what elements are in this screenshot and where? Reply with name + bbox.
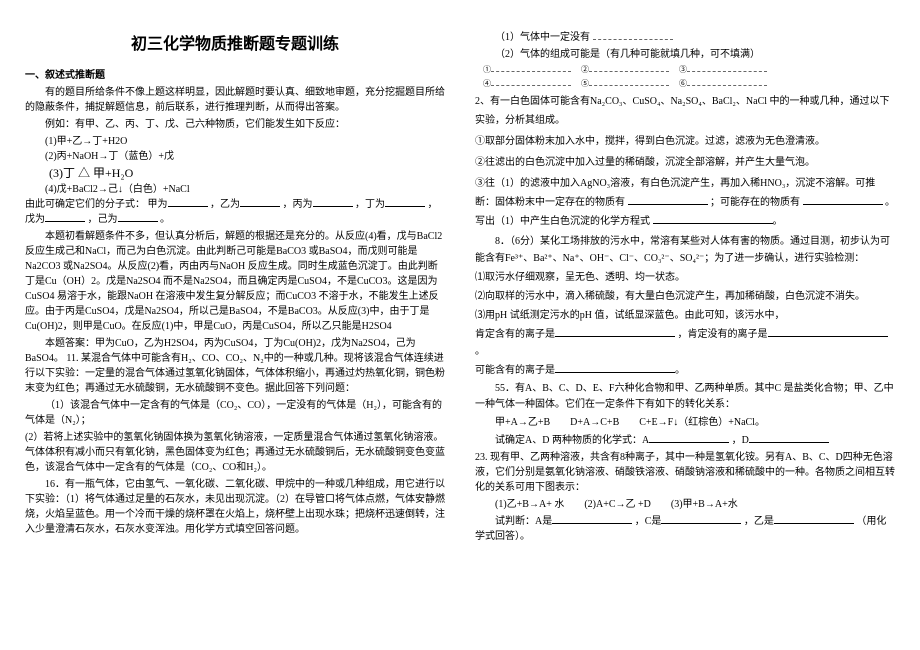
r1-label: （1）气体中一定没有 <box>495 32 590 43</box>
analysis-paragraph: 本题初看解题条件不多，但认真分析后，解题的根据还是充分的。从反应(4)看，戊与B… <box>25 229 445 334</box>
db5 <box>589 79 669 86</box>
q8-step-3: ⑶用pH 试纸测定污水的pH 值，试纸显深蓝色。由此可知，该污水中， <box>475 307 895 324</box>
blank-D <box>749 433 829 443</box>
ji-label: ，己为 <box>88 214 118 225</box>
blank-23C <box>661 514 741 524</box>
blank-bing <box>313 197 353 207</box>
q8-maybe-label: 可能含有的离子是 <box>475 365 555 376</box>
blank-ji <box>118 212 158 222</box>
blank-maybe <box>555 363 675 373</box>
q55-ask: 试确定A、D 两种物质的化学式：A ，D <box>475 433 895 448</box>
period: 。 <box>160 214 170 225</box>
reaction-1: (1)甲+乙→丁+H2O <box>25 134 445 149</box>
q55-reactions: 甲+A→乙+B D+A→C+B C+E→F↓（红棕色）+NaCl。 <box>475 415 895 431</box>
q8-step-2: ⑵向取样的污水中，滴入稀硫酸，有大量白色沉淀产生，再加稀硝酸，白色沉淀不消失。 <box>475 288 895 305</box>
reaction-4: (4)戊+BaCl2→己↓（白色）+NaCl <box>25 182 445 197</box>
dash-6: ⑥ <box>679 79 687 88</box>
question-16: 16．有一瓶气体，它由氢气、一氧化碳、二氧化碳、甲烷中的一种或几种组成，用它进行… <box>25 477 445 537</box>
blank-maybe-sub <box>803 195 883 205</box>
blank-ding <box>385 197 425 207</box>
reaction-3: (3)丁 △ 甲+H₂O <box>25 164 445 182</box>
right-q1: （1）气体中一定没有 <box>475 30 895 45</box>
intro-paragraph: 有的题目所给条件不像上题这样明显，因此解题时要认真、细致地审题，充分挖掘题目所给… <box>25 85 445 115</box>
ding-label: ，丁为 <box>355 199 385 210</box>
blank-23A <box>552 514 632 524</box>
q23-ask-yi: ，乙是 <box>744 516 774 527</box>
q2-intro: 2、有一白色固体可能含有Na₂CO₃、CuSO₄、Na₂SO₄、BaCl₂、Na… <box>475 92 895 130</box>
blank-wu <box>45 212 85 222</box>
bing-label: ，丙为 <box>283 199 313 210</box>
conclude-label: 由此可确定它们的分子式： <box>25 199 145 210</box>
db6 <box>687 79 767 86</box>
blank-yi <box>240 197 280 207</box>
dash-row-2: ④ ⑤ ⑥ <box>475 78 895 90</box>
section-header: 一、叙述式推断题 <box>25 66 445 81</box>
q8-step-1: ⑴取污水仔细观察，呈无色、透明、均一状态。 <box>475 269 895 286</box>
answer-paragraph: 本题答案：甲为CuO，乙为H2SO4，丙为CuSO4，丁为Cu(OH)2，戊为N… <box>25 336 445 396</box>
blank-23yi <box>774 514 854 524</box>
dash-2: ② <box>581 65 589 74</box>
question-2-sub: (2）若将上述实验中的氢氧化钠固体换为氢氧化钠溶液，一定质量混合气体通过氢氧化钠… <box>25 430 445 475</box>
q23-ask: 试判断：A是 ，C是 ，乙是 （用化学式回答）。 <box>475 514 895 544</box>
q2-step-2: ②往滤出的白色沉淀中加入过量的稀硝酸，沉淀全部溶解，并产生大量气泡。 <box>475 153 895 172</box>
db2 <box>589 65 669 72</box>
q2s3b-text: ；可能存在的物质有 <box>710 197 800 208</box>
dash-4: ④ <box>483 79 491 88</box>
blank-equation <box>653 214 773 224</box>
question-23: 23. 现有甲、乙两种溶液，共含有8种离子，其中一种是氢氧化铵。另有A、B、C、… <box>475 450 895 495</box>
conclusion-line: 由此可确定它们的分子式： 甲为 ，乙为 ，丙为 ，丁为 ，戊为 ，己为 。 <box>25 197 445 227</box>
q23-reactions: (1)乙+B→A+ 水 (2)A+C→乙 +D (3)甲+B→A+水 <box>475 497 895 512</box>
dash-3: ③ <box>679 65 687 74</box>
q2-step-1: ①取部分固体粉末加入水中，搅拌，得到白色沉淀。过滤，滤液为无色澄清液。 <box>475 132 895 151</box>
reaction-2: (2)丙+NaOH→丁（蓝色）+戊 <box>25 149 445 164</box>
blank-exist <box>628 195 708 205</box>
blank-sure <box>555 327 675 337</box>
blank-not <box>768 327 888 337</box>
db3 <box>687 65 767 72</box>
q55-ask-a: 试确定A、D 两种物质的化学式：A <box>495 435 649 446</box>
db4 <box>491 79 571 86</box>
example-label: 例如：有甲、乙、丙、丁、戊、己六种物质，它们能发生如下反应： <box>25 117 445 132</box>
question-55: 55．有A、B、C、D、E、F六种化合物和甲、乙两种单质。其中C 是盐类化合物；… <box>475 381 895 413</box>
question-8: 8．（6分）某化工场排放的污水中，常溶有某些对人体有害的物质。通过目测，初步认为… <box>475 233 895 267</box>
db1 <box>491 65 571 72</box>
dash-1: ① <box>483 65 491 74</box>
q8-sure-line: 肯定含有的离子是 ，肯定没有的离子是。 <box>475 326 895 360</box>
q55-ask-d: ，D <box>732 435 749 446</box>
q2-step-3: ③往（1）的滤液中加入AgNO₃溶液，有白色沉淀产生，再加入稀HNO₃，沉淀不溶… <box>475 174 895 231</box>
jia-label: 甲为 <box>148 199 168 210</box>
blank-A <box>649 433 729 443</box>
dash-row-1: ① ② ③ <box>475 64 895 76</box>
q23-ask-c: ，C是 <box>635 516 662 527</box>
dash-5: ⑤ <box>581 79 589 88</box>
page-title: 初三化学物质推断题专题训练 <box>25 30 445 54</box>
q23-ask-a: 试判断：A是 <box>495 516 552 527</box>
q8-not-label: ，肯定没有的离子是 <box>678 329 768 340</box>
right-q2: （2）气体的组成可能是（有几种可能就填几种，可不填满） <box>475 47 895 62</box>
dashed-blank-1 <box>593 33 673 40</box>
yi-label: ，乙为 <box>210 199 240 210</box>
blank-jia <box>168 197 208 207</box>
q8-maybe-line: 可能含有的离子是。 <box>475 362 895 379</box>
question-1-sub: （1）该混合气体中一定含有的气体是（CO₂、CO），一定没有的气体是（H₂），可… <box>25 398 445 428</box>
q8-sure-label: 肯定含有的离子是 <box>475 329 555 340</box>
